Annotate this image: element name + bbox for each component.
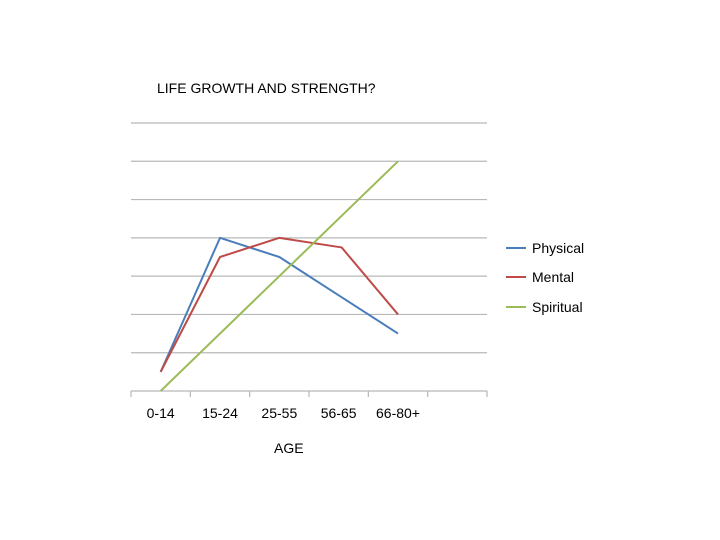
x-tick-label: 25-55 [261,405,297,421]
x-tick-labels: 0-14 15-24 25-55 56-65 66-80+ [147,405,420,421]
legend-label: Physical [532,239,585,256]
x-tick-label: 0-14 [147,405,175,421]
x-tick-label: 56-65 [321,405,357,421]
legend-item-physical: Physical [506,233,584,263]
x-tick-label: 15-24 [202,405,238,421]
legend-item-spiritual: Spiritual [506,292,584,322]
legend-swatch [506,305,526,308]
legend-label: Mental [532,269,575,286]
legend-swatch [506,276,526,279]
legend: Physical Mental Spiritual [506,233,584,322]
series-lines [159,160,399,392]
chart-title: LIFE GROWTH AND STRENGTH? [157,80,376,96]
x-axis-label: AGE [274,440,304,456]
series-line-spiritual [159,160,399,392]
legend-item-mental: Mental [506,263,584,293]
legend-label: Spiritual [532,298,583,315]
x-tick-label: 66-80+ [376,405,420,421]
x-axis [130,390,488,397]
legend-swatch [506,246,526,249]
